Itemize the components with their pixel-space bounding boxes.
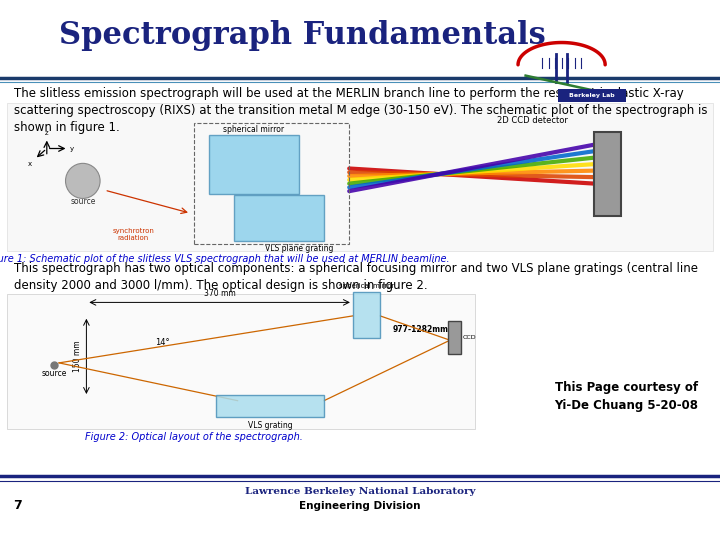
FancyBboxPatch shape xyxy=(234,195,324,241)
Text: The slitless emission spectrograph will be used at the MERLIN branch line to per: The slitless emission spectrograph will … xyxy=(14,87,708,134)
FancyBboxPatch shape xyxy=(558,89,626,102)
Bar xyxy=(7,103,713,251)
Text: Spectrograph Fundamentals: Spectrograph Fundamentals xyxy=(59,19,546,51)
Text: VLS plane grating: VLS plane grating xyxy=(265,244,333,253)
Text: Lawrence Berkeley National Laboratory: Lawrence Berkeley National Laboratory xyxy=(245,487,475,496)
Text: source: source xyxy=(70,197,96,206)
Text: CCD: CCD xyxy=(463,335,477,340)
Bar xyxy=(216,395,324,417)
Text: 150 mm: 150 mm xyxy=(73,341,82,372)
Text: 370 mm: 370 mm xyxy=(204,289,235,298)
Text: Engineering Division: Engineering Division xyxy=(300,501,420,511)
Ellipse shape xyxy=(66,163,100,198)
Text: This Page courtesy of
Yi-De Chuang 5-20-08: This Page courtesy of Yi-De Chuang 5-20-… xyxy=(554,381,698,411)
Text: This spectrograph has two optical components: a spherical focusing mirror and tw: This spectrograph has two optical compon… xyxy=(14,262,698,292)
Text: VLS grating: VLS grating xyxy=(248,421,292,430)
FancyBboxPatch shape xyxy=(209,135,299,194)
Text: 2D CCD detector: 2D CCD detector xyxy=(498,116,568,125)
Text: Figure 1: Schematic plot of the slitless VLS spectrograph that will be used at M: Figure 1: Schematic plot of the slitless… xyxy=(0,254,449,264)
Text: source: source xyxy=(41,369,67,379)
Text: spherical mirror: spherical mirror xyxy=(339,283,394,289)
Bar xyxy=(194,123,349,244)
Bar xyxy=(7,294,475,429)
Text: z: z xyxy=(45,130,49,136)
Text: Berkeley Lab: Berkeley Lab xyxy=(569,92,615,98)
Bar xyxy=(353,292,380,338)
Text: Figure 2: Optical layout of the spectrograph.: Figure 2: Optical layout of the spectrog… xyxy=(86,432,303,442)
Text: x: x xyxy=(27,161,32,167)
Text: y: y xyxy=(70,145,74,152)
Text: synchrotron
radiation: synchrotron radiation xyxy=(112,228,154,241)
Text: 14°: 14° xyxy=(155,339,169,347)
Bar xyxy=(448,321,461,354)
Bar xyxy=(594,132,621,216)
Text: spherical mirror: spherical mirror xyxy=(223,125,284,134)
Text: 977-1282mm: 977-1282mm xyxy=(392,325,449,334)
Text: 7: 7 xyxy=(13,500,22,512)
